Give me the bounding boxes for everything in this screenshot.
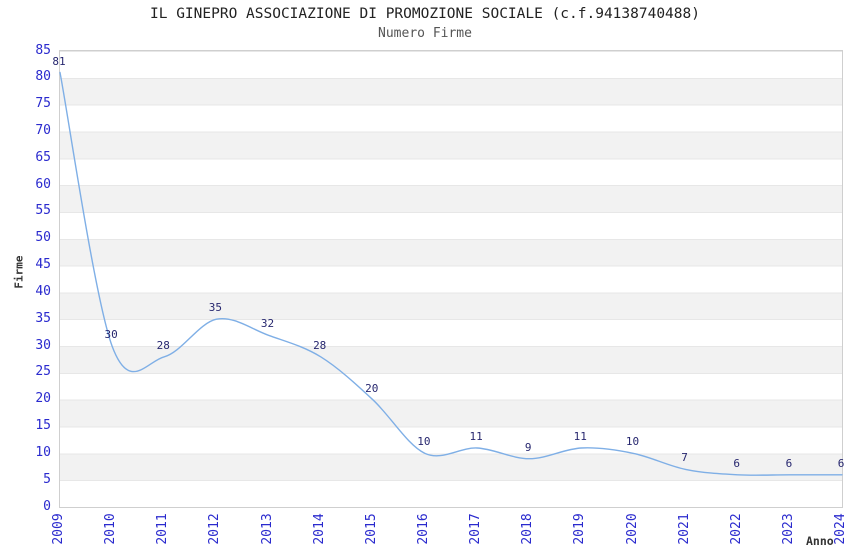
y-tick-label: 5 bbox=[43, 471, 51, 487]
y-tick-label: 0 bbox=[43, 498, 51, 514]
series-line bbox=[59, 71, 843, 476]
y-tick-label: 85 bbox=[35, 42, 51, 58]
y-tick-label: 15 bbox=[35, 418, 51, 433]
y-tick-label: 20 bbox=[35, 391, 51, 407]
y-tick-label: 10 bbox=[35, 444, 51, 460]
y-tick-label: 50 bbox=[35, 230, 51, 246]
x-tick-label: 2016 bbox=[415, 513, 431, 545]
x-tick-label: 2012 bbox=[207, 513, 223, 545]
x-axis-title: Anno bbox=[806, 534, 834, 548]
y-tick-label: 35 bbox=[35, 310, 51, 326]
y-tick-label: 80 bbox=[35, 69, 51, 85]
x-tick-label: 2023 bbox=[780, 513, 796, 545]
x-tick-label: 2024 bbox=[833, 513, 848, 545]
y-tick-label: 30 bbox=[35, 337, 51, 353]
y-tick-label: 65 bbox=[35, 149, 51, 165]
y-tick-label: 70 bbox=[35, 123, 51, 138]
x-tick-label: 2017 bbox=[468, 513, 484, 545]
x-tick-label: 2015 bbox=[363, 513, 379, 545]
y-tick-label: 75 bbox=[35, 96, 51, 112]
x-tick-label: 2009 bbox=[51, 513, 66, 545]
y-tick-label: 60 bbox=[35, 176, 51, 192]
x-tick-label: 2013 bbox=[259, 513, 275, 545]
series-line-svg bbox=[59, 71, 843, 476]
x-tick-label: 2021 bbox=[676, 513, 692, 545]
x-tick-label: 2011 bbox=[155, 513, 171, 545]
x-tick-label: 2022 bbox=[728, 513, 744, 545]
x-tick-label: 2014 bbox=[311, 513, 327, 545]
y-axis-title: Firme bbox=[12, 255, 26, 289]
y-tick-label: 55 bbox=[35, 203, 51, 219]
chart-title: IL GINEPRO ASSOCIAZIONE DI PROMOZIONE SO… bbox=[150, 6, 700, 22]
x-tick-label: 2020 bbox=[624, 513, 640, 545]
y-tick-label: 25 bbox=[35, 364, 51, 380]
x-tick-label: 2018 bbox=[520, 513, 536, 545]
y-tick-label: 40 bbox=[35, 283, 51, 299]
plot-area bbox=[59, 50, 843, 508]
x-tick-label: 2019 bbox=[572, 513, 588, 545]
chart-subtitle: Numero Firme bbox=[378, 26, 472, 41]
x-tick-label: 2010 bbox=[103, 513, 119, 545]
y-tick-label: 45 bbox=[35, 257, 51, 273]
